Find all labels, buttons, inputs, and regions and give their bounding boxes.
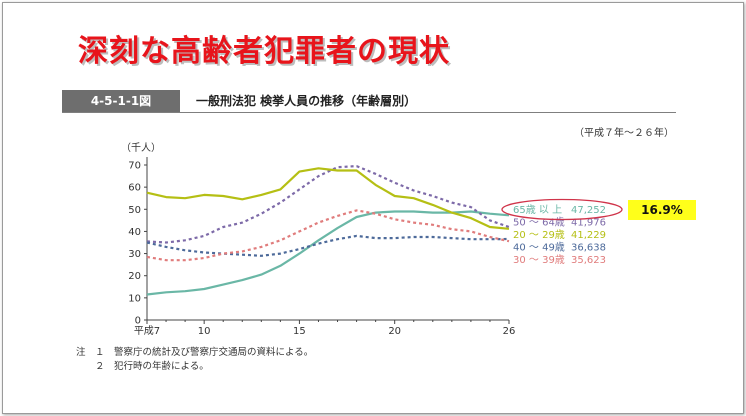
legend-value: 41,976 xyxy=(571,218,606,229)
y-tick-label: 30 xyxy=(128,249,141,260)
legend-value: 36,638 xyxy=(571,243,606,254)
figure-period: （平成７年～２６年） xyxy=(574,128,674,139)
legend-label: 20 ～ 29歳 xyxy=(513,229,565,241)
y-tick-label: 0 xyxy=(135,316,141,327)
x-tick-label: 26 xyxy=(503,326,516,337)
y-tick-label: 40 xyxy=(128,227,141,238)
legend-label: 40 ～ 49歳 xyxy=(513,242,565,254)
y-tick-label: 60 xyxy=(128,183,141,194)
legend-label: 30 ～ 39歳 xyxy=(513,254,565,266)
percentage-badge: 16.9% xyxy=(628,200,696,220)
legend-label: 65歳 以 上 xyxy=(513,204,562,216)
y-tick-label: 10 xyxy=(128,293,141,304)
y-tick-label: 50 xyxy=(128,205,141,216)
note-line: ２ 犯行時の年齢による。 xyxy=(76,361,209,372)
figure-number: 4-5-1-1図 xyxy=(62,90,180,112)
series-line-1 xyxy=(146,210,510,296)
figure-header: 4-5-1-1図 一般刑法犯 検挙人員の推移（年齢層別） xyxy=(62,90,676,113)
series-line-4 xyxy=(146,234,510,257)
y-axis-unit: （千人） xyxy=(121,142,161,154)
series-line-3 xyxy=(146,167,510,230)
figure-title: 一般刑法犯 検挙人員の推移（年齢層別） xyxy=(196,94,417,108)
legend-value: 47,252 xyxy=(571,205,606,216)
y-tick-label: 70 xyxy=(128,161,141,172)
series-line-5 xyxy=(146,209,510,262)
x-tick-label: 10 xyxy=(198,326,211,337)
series-line-2 xyxy=(146,165,510,244)
highlight-ellipse xyxy=(501,198,623,221)
figure-notes: 注 １ 警察庁の統計及び警察庁交通局の資料による。 ２ 犯行時の年齢による。 xyxy=(76,346,313,374)
x-tick-label: 20 xyxy=(388,326,401,337)
slide-title: 深刻な高齢者犯罪者の現状 xyxy=(78,34,450,69)
legend-value: 35,623 xyxy=(571,255,606,266)
legend-value: 41,229 xyxy=(571,230,606,241)
y-tick-label: 20 xyxy=(128,271,141,282)
x-tick-label: 平成7 xyxy=(134,325,160,337)
note-line: 注 １ 警察庁の統計及び警察庁交通局の資料による。 xyxy=(76,347,314,358)
x-tick-label: 15 xyxy=(293,326,306,337)
